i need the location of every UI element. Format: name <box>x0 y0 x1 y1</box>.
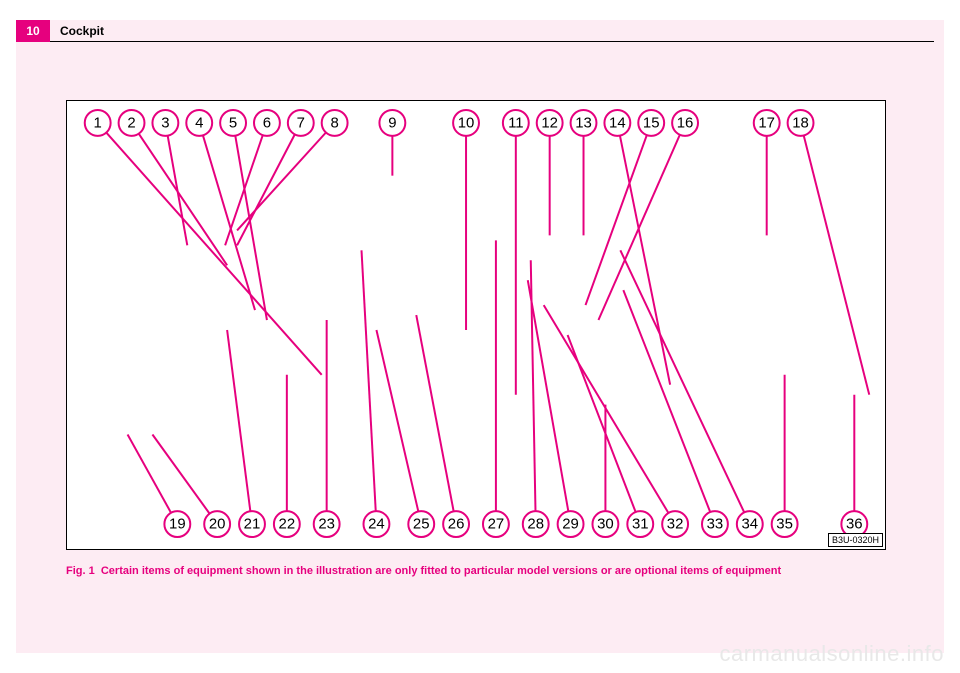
callout-number: 21 <box>244 516 261 533</box>
callout-line <box>203 135 255 310</box>
callout-line <box>227 330 250 511</box>
callout-number: 33 <box>707 516 724 533</box>
callout-line <box>152 435 209 514</box>
callout-number: 10 <box>458 114 475 131</box>
callout-line <box>106 133 321 375</box>
callout-number: 24 <box>368 516 385 533</box>
callout-line <box>168 136 188 246</box>
callout-number: 9 <box>388 114 396 131</box>
callout-number: 26 <box>448 516 465 533</box>
callout-number: 14 <box>609 114 626 131</box>
callout-number: 31 <box>632 516 649 533</box>
callout-number: 28 <box>527 516 544 533</box>
callout-number: 12 <box>541 114 558 131</box>
callout-number: 8 <box>330 114 338 131</box>
callout-number: 23 <box>318 516 335 533</box>
watermark: carmanualsonline.info <box>719 641 944 667</box>
callout-number: 17 <box>758 114 775 131</box>
callout-number: 5 <box>229 114 237 131</box>
callout-number: 20 <box>209 516 226 533</box>
caption-prefix: Fig. 1 <box>66 565 95 577</box>
callout-number: 18 <box>792 114 809 131</box>
callout-line <box>225 135 263 245</box>
figure-caption: Fig. 1 Certain items of equipment shown … <box>66 565 781 577</box>
callout-line <box>237 132 326 230</box>
callout-number: 3 <box>161 114 169 131</box>
callout-number: 30 <box>597 516 614 533</box>
callout-number: 4 <box>195 114 203 131</box>
callout-line <box>623 290 710 512</box>
callout-number: 29 <box>562 516 579 533</box>
figure-frame: 1234567891011121314151617181920212223242… <box>66 100 886 550</box>
callout-number: 13 <box>575 114 592 131</box>
title-rule <box>50 41 934 42</box>
callout-number: 1 <box>94 114 102 131</box>
callout-line <box>237 134 295 245</box>
page-number: 10 <box>26 24 39 38</box>
callout-number: 36 <box>846 516 863 533</box>
callout-number: 22 <box>279 516 296 533</box>
callout-line <box>128 435 171 513</box>
callout-number: 6 <box>263 114 271 131</box>
callout-line <box>139 134 227 266</box>
callout-number: 7 <box>297 114 305 131</box>
callout-number: 16 <box>677 114 694 131</box>
callout-number: 15 <box>643 114 660 131</box>
callout-number: 11 <box>508 114 524 131</box>
callout-number: 27 <box>488 516 505 533</box>
callout-number: 2 <box>127 114 135 131</box>
page-number-tab: 10 <box>16 20 50 42</box>
callout-number: 25 <box>413 516 430 533</box>
figure-ref-id: B3U-0320H <box>828 533 883 547</box>
callout-line <box>620 250 744 512</box>
callout-number: 32 <box>667 516 684 533</box>
callout-line <box>804 135 870 394</box>
caption-text: Certain items of equipment shown in the … <box>101 565 781 577</box>
callout-line <box>376 330 418 512</box>
callout-number: 19 <box>169 516 186 533</box>
page-content: 10 Cockpit 12345678910111213141516171819… <box>16 20 944 653</box>
callout-number: 35 <box>776 516 793 533</box>
callout-line <box>416 315 453 511</box>
callout-number: 34 <box>741 516 758 533</box>
callout-line <box>362 250 376 511</box>
page-title: Cockpit <box>60 24 104 38</box>
cockpit-diagram: 1234567891011121314151617181920212223242… <box>67 101 885 549</box>
